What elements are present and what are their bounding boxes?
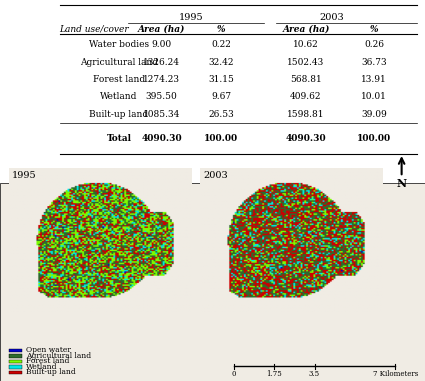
Text: 0.22: 0.22 bbox=[211, 40, 231, 49]
Text: 1085.34: 1085.34 bbox=[143, 110, 180, 119]
Text: Agricultural land: Agricultural land bbox=[80, 58, 158, 67]
Text: 9.67: 9.67 bbox=[211, 93, 231, 101]
Text: Wetland: Wetland bbox=[100, 93, 138, 101]
Text: 2003: 2003 bbox=[319, 13, 344, 22]
Text: 1598.81: 1598.81 bbox=[287, 110, 325, 119]
Bar bbox=[8, 371, 22, 374]
Text: N: N bbox=[397, 178, 407, 189]
Text: 100.00: 100.00 bbox=[204, 134, 238, 144]
Text: 0.26: 0.26 bbox=[364, 40, 384, 49]
Text: 1502.43: 1502.43 bbox=[287, 58, 325, 67]
Bar bbox=[8, 349, 22, 352]
Text: Open water: Open water bbox=[26, 346, 71, 354]
Bar bbox=[8, 360, 22, 363]
Text: 1274.23: 1274.23 bbox=[143, 75, 180, 84]
Text: 7 Kilometers: 7 Kilometers bbox=[373, 370, 418, 378]
Text: Built-up land: Built-up land bbox=[26, 368, 76, 376]
Text: 4090.30: 4090.30 bbox=[286, 134, 326, 144]
Text: 13.91: 13.91 bbox=[361, 75, 387, 84]
Text: Built-up land: Built-up land bbox=[89, 110, 149, 119]
Text: 100.00: 100.00 bbox=[357, 134, 391, 144]
Text: Area (ha): Area (ha) bbox=[138, 25, 185, 34]
FancyBboxPatch shape bbox=[0, 183, 425, 381]
Bar bbox=[8, 365, 22, 369]
Text: Area (ha): Area (ha) bbox=[282, 25, 330, 34]
Text: Forest land: Forest land bbox=[93, 75, 145, 84]
Text: 10.62: 10.62 bbox=[293, 40, 319, 49]
Text: 568.81: 568.81 bbox=[290, 75, 322, 84]
Text: %: % bbox=[217, 25, 225, 34]
Text: 10.01: 10.01 bbox=[361, 93, 387, 101]
Bar bbox=[8, 354, 22, 358]
Text: 26.53: 26.53 bbox=[208, 110, 234, 119]
Text: 1995: 1995 bbox=[12, 171, 37, 179]
Text: 395.50: 395.50 bbox=[146, 93, 177, 101]
Text: 409.62: 409.62 bbox=[290, 93, 322, 101]
Text: 9.00: 9.00 bbox=[151, 40, 172, 49]
Text: 1.75: 1.75 bbox=[266, 370, 282, 378]
Text: 3.5: 3.5 bbox=[309, 370, 320, 378]
Text: 39.09: 39.09 bbox=[361, 110, 387, 119]
Text: 4090.30: 4090.30 bbox=[141, 134, 182, 144]
Text: Water bodies: Water bodies bbox=[89, 40, 149, 49]
Text: Total: Total bbox=[107, 134, 131, 144]
Text: 1326.24: 1326.24 bbox=[143, 58, 180, 67]
Text: 36.73: 36.73 bbox=[361, 58, 387, 67]
Text: Land use/cover: Land use/cover bbox=[60, 25, 129, 34]
Text: 32.42: 32.42 bbox=[208, 58, 234, 67]
Text: Agricultural land: Agricultural land bbox=[26, 352, 91, 360]
Text: 1995: 1995 bbox=[179, 13, 204, 22]
Text: 0: 0 bbox=[232, 370, 236, 378]
Text: Wetland: Wetland bbox=[26, 363, 58, 371]
Text: 31.15: 31.15 bbox=[208, 75, 234, 84]
Text: 2003: 2003 bbox=[204, 171, 228, 179]
Text: %: % bbox=[370, 25, 378, 34]
Text: Forest land: Forest land bbox=[26, 357, 70, 365]
